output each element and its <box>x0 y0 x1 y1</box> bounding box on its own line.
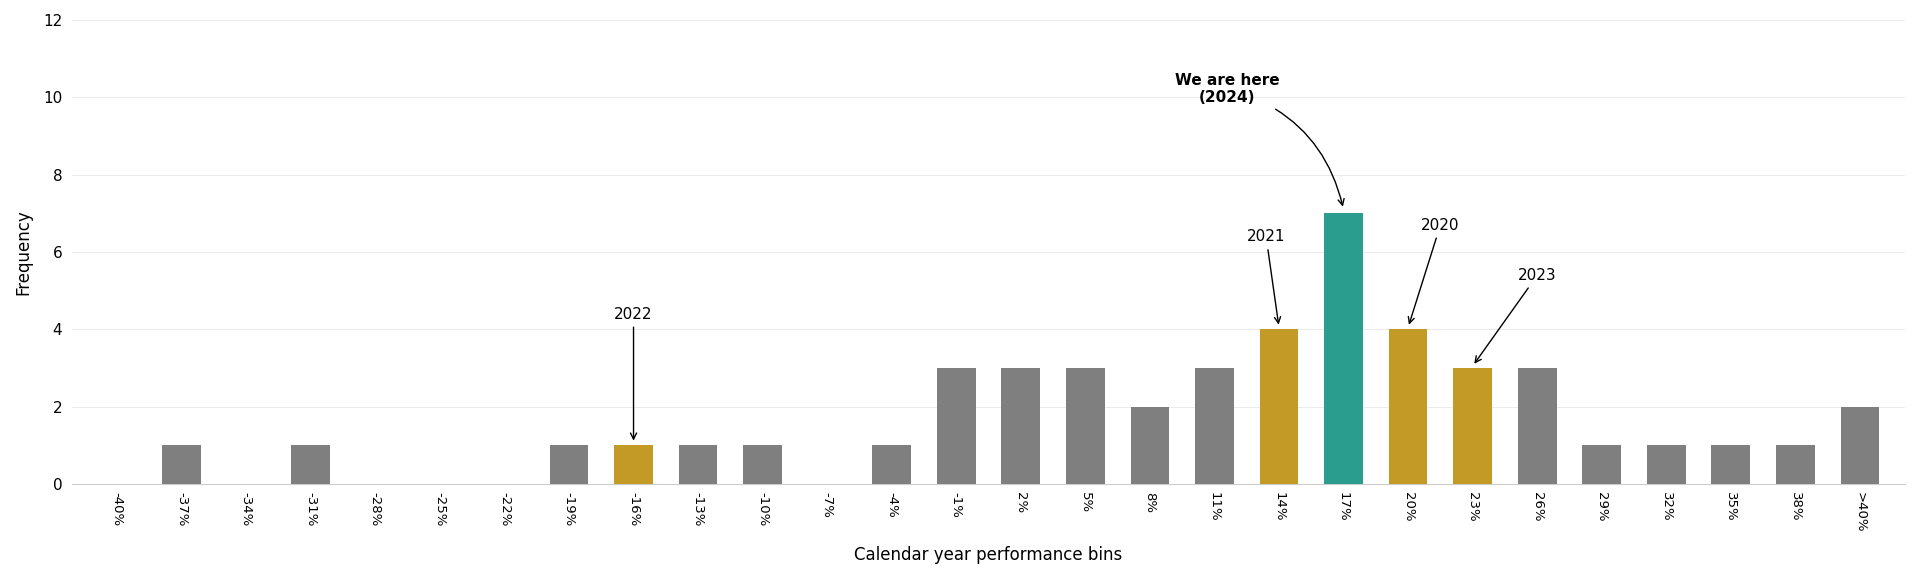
Bar <box>163 446 201 484</box>
X-axis label: Calendar year performance bins: Calendar year performance bins <box>854 546 1123 564</box>
Bar <box>1389 329 1428 484</box>
Bar <box>1259 329 1299 484</box>
Bar <box>1065 368 1105 484</box>
Text: We are here
(2024): We are here (2024) <box>1174 73 1343 205</box>
Text: 2020: 2020 <box>1409 218 1460 323</box>
Bar <box>873 446 912 484</box>
Text: 2021: 2021 <box>1247 229 1286 323</box>
Bar <box>936 368 975 484</box>
Bar <box>292 446 330 484</box>
Bar <box>1518 368 1556 484</box>
Bar <box>679 446 718 484</box>
Bar <box>1712 446 1750 484</box>
Bar <box>1583 446 1622 484</box>
Bar <box>1647 446 1685 484</box>
Bar <box>1453 368 1491 484</box>
Text: 2022: 2022 <box>614 306 652 439</box>
Bar <box>743 446 781 484</box>
Bar <box>1775 446 1815 484</box>
Bar <box>1196 368 1234 484</box>
Y-axis label: Frequency: Frequency <box>13 209 33 295</box>
Text: 2023: 2023 <box>1476 268 1556 362</box>
Bar <box>549 446 589 484</box>
Bar <box>1130 407 1169 484</box>
Bar <box>1840 407 1879 484</box>
Bar <box>614 446 652 484</box>
Bar <box>1002 368 1040 484</box>
Bar <box>1324 213 1362 484</box>
